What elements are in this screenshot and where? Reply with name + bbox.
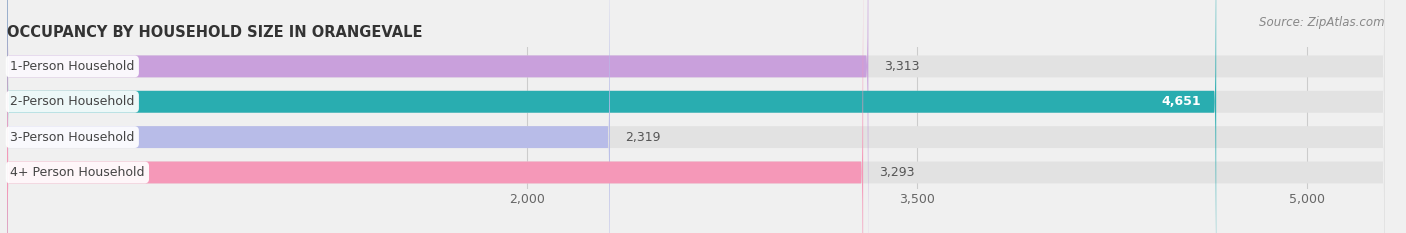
Text: 4,651: 4,651 xyxy=(1161,95,1201,108)
Text: 3,293: 3,293 xyxy=(879,166,914,179)
FancyBboxPatch shape xyxy=(7,0,863,233)
FancyBboxPatch shape xyxy=(7,0,869,233)
Text: Source: ZipAtlas.com: Source: ZipAtlas.com xyxy=(1260,16,1385,29)
Text: 3-Person Household: 3-Person Household xyxy=(10,131,135,144)
FancyBboxPatch shape xyxy=(7,0,1385,233)
Text: 1-Person Household: 1-Person Household xyxy=(10,60,135,73)
FancyBboxPatch shape xyxy=(7,0,1216,233)
Text: 2,319: 2,319 xyxy=(626,131,661,144)
FancyBboxPatch shape xyxy=(7,0,1385,233)
FancyBboxPatch shape xyxy=(7,0,610,233)
FancyBboxPatch shape xyxy=(7,0,1385,233)
FancyBboxPatch shape xyxy=(7,0,1385,233)
Text: OCCUPANCY BY HOUSEHOLD SIZE IN ORANGEVALE: OCCUPANCY BY HOUSEHOLD SIZE IN ORANGEVAL… xyxy=(7,25,423,40)
Text: 3,313: 3,313 xyxy=(884,60,920,73)
Text: 4+ Person Household: 4+ Person Household xyxy=(10,166,145,179)
Text: 2-Person Household: 2-Person Household xyxy=(10,95,135,108)
